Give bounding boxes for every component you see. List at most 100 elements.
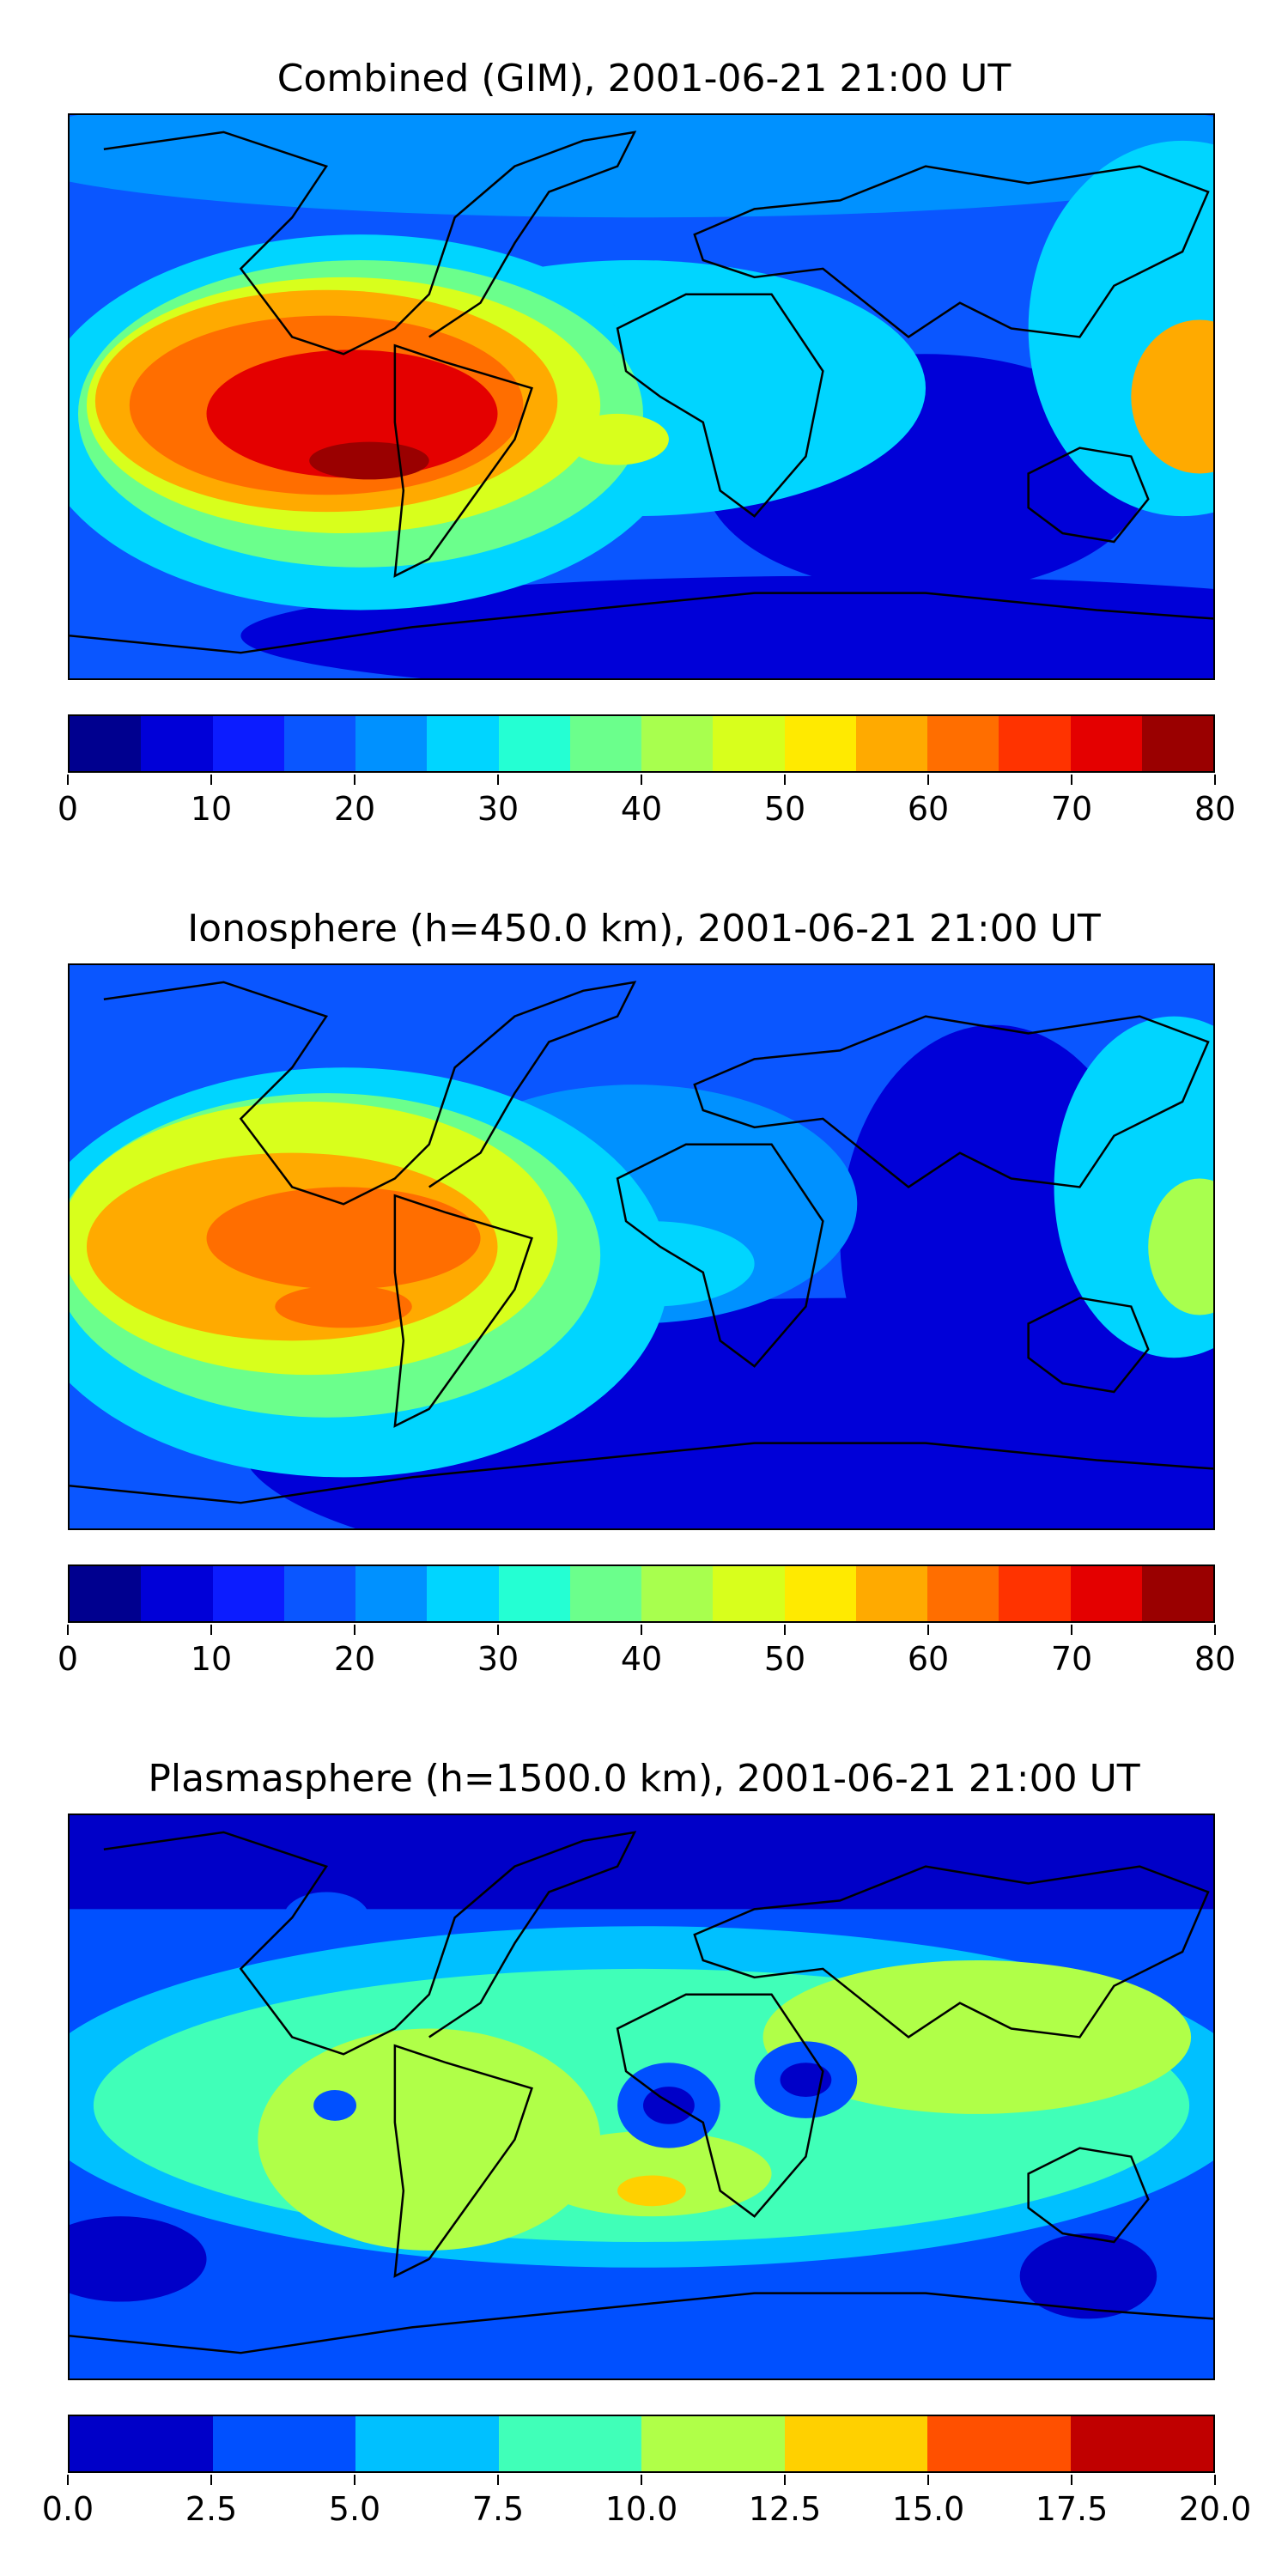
colorbar-segment: [927, 716, 999, 771]
colorbar-segment: [283, 1566, 355, 1621]
colorbar-tick-label: 20.0: [1178, 2490, 1252, 2528]
map-ionosphere: [68, 963, 1215, 1530]
colorbar-segment: [355, 716, 428, 771]
colorbar-tick-mark: [210, 2475, 212, 2485]
colorbar-segment: [641, 2416, 785, 2471]
colorbar-segment: [641, 1566, 714, 1621]
colorbar-segment: [212, 2416, 355, 2471]
colorbar-tick-label: 80: [1194, 790, 1236, 828]
colorbar-segment: [713, 1566, 785, 1621]
colorbar-segment: [283, 716, 355, 771]
field-pacific-65b: [275, 1285, 412, 1328]
map-combined-svg: [70, 115, 1213, 678]
colorbar-tick-mark: [1214, 1625, 1216, 1635]
colorbar-tick-mark: [784, 775, 786, 785]
coastline-eurasia-africa: [70, 165, 1213, 654]
colorbar-tick-label: 10: [190, 790, 233, 828]
colorbar-tick-label: 0: [57, 790, 79, 828]
colorbar-segment: [569, 1566, 641, 1621]
colorbar-segment: [784, 1566, 856, 1621]
colorbar-segment: [70, 1566, 142, 1621]
field-north-low: [70, 1815, 1213, 1910]
map-ionosphere-svg: [70, 965, 1213, 1528]
field-pacific-low: [313, 2090, 356, 2121]
colorbar-ticks-ionosphere: 0 10 20 30 40 50 60 70 80: [58, 1625, 1236, 1678]
colorbar-tick-mark: [1071, 775, 1072, 785]
colorbar-segment: [855, 1566, 927, 1621]
colorbar-tick-mark: [354, 775, 355, 785]
colorbar-tick-mark: [1214, 2475, 1216, 2485]
colorbar-tick-mark: [1071, 2475, 1072, 2485]
colorbar-segment: [569, 716, 641, 771]
colorbar-segment: [855, 716, 927, 771]
coastline-americas: [103, 131, 637, 578]
chart-title-ionosphere: Ionosphere (h=450.0 km), 2001-06-21 21:0…: [187, 907, 1101, 951]
colorbar-tick-label: 30: [477, 790, 519, 828]
field-south-low2: [70, 2216, 207, 2302]
colorbar-segment: [784, 2416, 927, 2471]
colorbar-tick-mark: [210, 1625, 212, 1635]
colorbar-segment: [212, 716, 284, 771]
colorbar-ticks-plasmasphere: 0.0 2.5 5.0 7.5 10.0 12.5 15.0 17.5 20.0: [42, 2475, 1251, 2528]
colorbar-tick-label: 12.5: [748, 2490, 822, 2528]
colorbar-tick-mark: [641, 1625, 642, 1635]
colorbar-segment: [70, 2416, 213, 2471]
colorbar-tick-mark: [1071, 1625, 1072, 1635]
field-asia-10: [762, 1959, 1192, 2114]
colorbar-tick-label: 17.5: [1035, 2490, 1109, 2528]
field-pacific-65a: [206, 1187, 481, 1290]
colorbar-segment: [427, 716, 499, 771]
colorbar-tick-label: 40: [620, 1640, 663, 1678]
field-wpac-40: [1148, 1178, 1213, 1315]
field-atlantic-high: [566, 413, 669, 465]
colorbar-tick-mark: [67, 1625, 69, 1635]
field-south-low1: [1019, 2233, 1157, 2319]
field-pacific-max: [309, 441, 429, 480]
colorbar-tick-mark: [497, 1625, 499, 1635]
colorbar-tick-label: 0.0: [41, 2490, 94, 2528]
colorbar-tick-mark: [210, 775, 212, 785]
colorbar-tick-label: 10.0: [605, 2490, 678, 2528]
colorbar-segment: [141, 716, 213, 771]
colorbar-tick-label: 60: [907, 1640, 950, 1678]
field-south-band: [240, 575, 1213, 678]
map-plasmasphere: [68, 1814, 1215, 2380]
chart-title-combined: Combined (GIM), 2001-06-21 21:00 UT: [276, 57, 1012, 100]
colorbar-segment: [355, 2416, 499, 2471]
colorbar-segment: [1070, 1566, 1142, 1621]
colorbar-tick-label: 40: [620, 790, 663, 828]
colorbar-tick-label: 5.0: [328, 2490, 381, 2528]
colorbar-tick-label: 10: [190, 1640, 233, 1678]
colorbar-tick-mark: [1214, 775, 1216, 785]
colorbar-segment: [427, 1566, 499, 1621]
field-wpac-high: [1131, 319, 1213, 474]
colorbar-tick-mark: [784, 1625, 786, 1635]
colorbar-tick-mark: [67, 2475, 69, 2485]
field-arctic-ring: [283, 1892, 369, 1944]
colorbar-tick-mark: [641, 2475, 642, 2485]
colorbar-tick-mark: [354, 2475, 355, 2485]
colorbar-tick-mark: [927, 775, 929, 785]
colorbar-tick-label: 80: [1194, 1640, 1236, 1678]
colorbar-segment: [1141, 1566, 1213, 1621]
colorbar-segment: [498, 716, 570, 771]
colorbar-segment: [713, 716, 785, 771]
coastline-americas: [103, 1831, 637, 2278]
coastline-eurasia-africa: [70, 1865, 1213, 2354]
colorbar-segment: [141, 1566, 213, 1621]
colorbar-tick-label: 15.0: [891, 2490, 965, 2528]
colorbar-segment: [1070, 716, 1142, 771]
field-north-band: [70, 115, 1213, 218]
colorbar-segment: [927, 2416, 1071, 2471]
colorbar-tick-mark: [354, 1625, 355, 1635]
colorbar-segment: [498, 2416, 641, 2471]
colorbar-tick-mark: [641, 775, 642, 785]
colorbar-tick-label: 50: [763, 790, 806, 828]
colorbar-tick-label: 20: [333, 1640, 376, 1678]
colorbar-tick-label: 7.5: [471, 2490, 525, 2528]
colorbar-segment: [355, 1566, 428, 1621]
colorbar-segment: [999, 716, 1071, 771]
colorbar-segment: [70, 716, 142, 771]
colorbar-tick-label: 70: [1050, 790, 1093, 828]
colorbar-tick-label: 20: [333, 790, 376, 828]
